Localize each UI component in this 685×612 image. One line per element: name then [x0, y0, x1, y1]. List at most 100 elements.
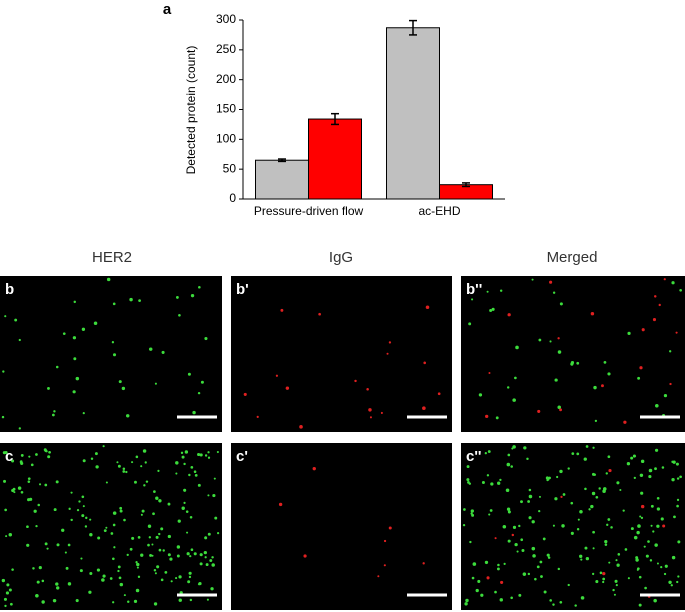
fluorescent-spot [96, 568, 101, 572]
fluorescent-spot [624, 548, 628, 551]
fluorescent-spot [192, 410, 196, 415]
fluorescent-spot [212, 493, 216, 498]
fluorescent-spot [606, 523, 609, 527]
fluorescent-spot [85, 516, 88, 520]
fluorescent-spot [123, 594, 126, 597]
fluorescent-spot [41, 600, 45, 604]
fluorescent-spot [585, 445, 589, 448]
fluorescent-spot [188, 473, 191, 477]
fluorescent-spot [81, 495, 85, 499]
fluorescent-spot [181, 455, 185, 459]
fluorescent-spot [539, 560, 543, 564]
fluorescent-spot [135, 588, 140, 593]
fluorescent-spot [105, 481, 108, 484]
fluorescent-spot [303, 554, 307, 558]
fluorescent-spot [154, 572, 157, 575]
fluorescent-spot [368, 408, 372, 412]
fluorescent-spot [488, 513, 491, 516]
fluorescent-spot [614, 579, 618, 583]
fluorescent-spot [515, 345, 519, 350]
fluorescent-spot [145, 480, 149, 483]
fluorescent-spot [462, 523, 466, 527]
fluorescent-spot [437, 392, 441, 396]
fluorescent-spot [580, 558, 583, 561]
fluorescent-spot [506, 462, 511, 467]
fluorescent-spot [117, 565, 121, 569]
fluorescent-spot [153, 490, 156, 494]
fluorescent-spot [180, 451, 184, 455]
fluorescent-spot [81, 327, 86, 331]
fluorescent-spot [111, 341, 115, 344]
fluorescent-spot [554, 378, 558, 382]
fluorescent-spot [153, 568, 157, 572]
fluorescent-spot [140, 465, 143, 468]
fluorescent-spot [175, 577, 178, 580]
fluorescent-spot [538, 509, 541, 513]
fluorescent-spot [594, 419, 598, 423]
fluorescent-spot [275, 374, 279, 377]
fluorescent-spot [654, 448, 659, 452]
fluorescent-spot [183, 501, 186, 504]
fluorescent-spot [514, 376, 517, 380]
fluorescent-spot [475, 588, 479, 593]
fluorescent-spot [48, 450, 51, 454]
fluorescent-spot [94, 452, 98, 456]
fluorescent-spot [540, 575, 543, 578]
fluorescent-spot [507, 313, 511, 317]
fluorescent-spot [552, 291, 556, 294]
fluorescent-spot [189, 598, 193, 602]
fluorescent-spot [70, 491, 73, 494]
fluorescent-spot [133, 599, 138, 604]
fluorescent-spot [178, 575, 182, 579]
fluorescent-spot [123, 518, 126, 522]
column-header: Merged [547, 249, 598, 266]
fluorescent-spot [567, 467, 570, 470]
fluorescent-spot [552, 524, 555, 527]
fluorescent-spot [471, 298, 474, 301]
fluorescent-spot [658, 303, 661, 307]
fluorescent-spot [27, 498, 31, 502]
fluorescent-spot [676, 498, 680, 502]
fluorescent-spot [484, 560, 489, 565]
fluorescent-spot [55, 480, 59, 484]
fluorescent-spot [148, 536, 152, 539]
column-header: HER2 [92, 249, 132, 266]
fluorescent-spot [119, 506, 123, 510]
fluorescent-spot [161, 350, 165, 354]
fluorescent-spot [75, 376, 80, 381]
fluorescent-spot [654, 467, 657, 471]
fluorescent-spot [649, 559, 653, 562]
fluorescent-spot [577, 518, 580, 521]
fluorescent-spot [30, 463, 34, 467]
bar [308, 118, 362, 200]
fluorescent-spot [637, 524, 641, 528]
panel-label: b [5, 281, 14, 298]
fluorescent-spot [583, 457, 587, 461]
fluorescent-spot [669, 350, 672, 353]
fluorescent-spot [4, 451, 8, 455]
fluorescent-spot [673, 515, 676, 519]
fluorescent-spot [502, 524, 507, 529]
fluorescent-spot [39, 483, 42, 486]
fluorescent-spot [14, 318, 18, 322]
fluorescent-spot [588, 508, 591, 511]
fluorescent-spot [41, 579, 45, 583]
fluorescent-spot [470, 509, 474, 513]
panel-label: c'' [466, 448, 481, 465]
fluorescent-spot [380, 411, 383, 414]
fluorescent-spot [5, 591, 10, 595]
fluorescent-spot [675, 462, 679, 466]
fluorescent-spot [140, 513, 143, 516]
fluorescent-spot [656, 524, 660, 528]
fluorescent-spot [557, 337, 560, 340]
fluorescent-spot [505, 488, 510, 493]
fluorescent-spot [531, 546, 536, 551]
fluorescent-spot [593, 385, 597, 390]
fluorescent-spot [193, 470, 197, 473]
fluorescent-spot [522, 572, 527, 576]
panel-label: c' [236, 448, 248, 465]
fluorescent-spot [662, 524, 666, 528]
fluorescent-spot [630, 456, 634, 460]
micrograph [0, 443, 222, 610]
bar [255, 159, 309, 200]
